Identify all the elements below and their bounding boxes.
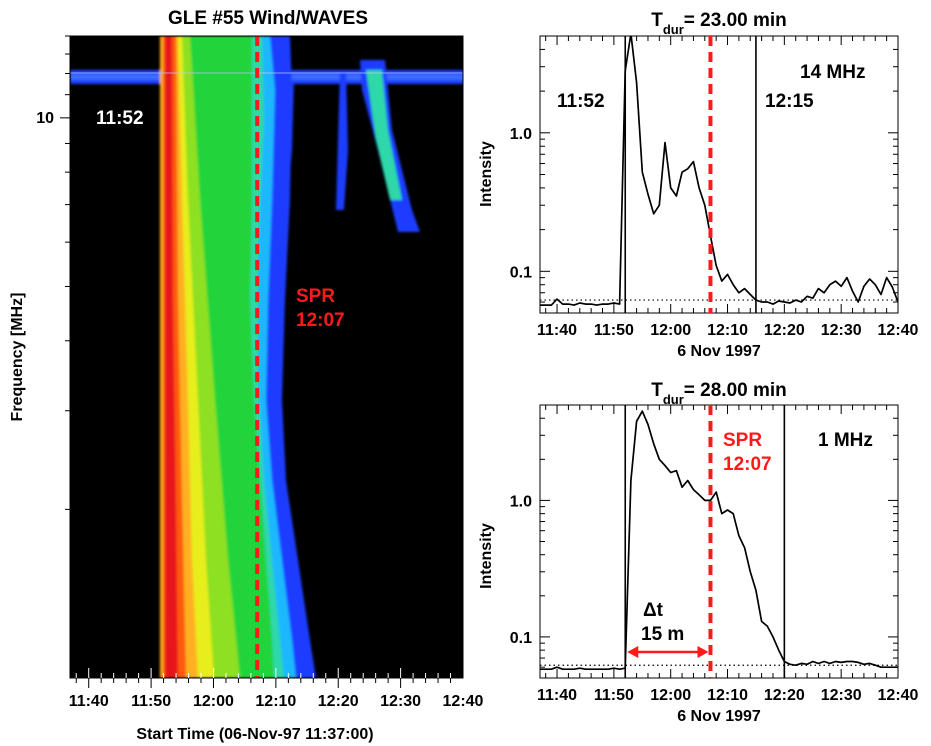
spectrogram-spr-label: SPR [296,286,335,307]
spectrogram-x-tick-label: 12:00 [193,693,234,710]
lightcurve-1mhz-x-tick-label: 12:00 [650,687,691,704]
spectrogram-x-axis-label: Start Time (06-Nov-97 11:37:00) [136,726,373,743]
lightcurve-14mhz-x-tick-label: 11:50 [594,322,634,339]
lightcurve-1mhz-x-axis-label: 6 Nov 1997 [677,708,761,725]
lightcurve-14mhz-x-tick-label: 12:40 [878,322,919,339]
lightcurve-14mhz-x-tick-label: 12:10 [707,322,748,339]
lightcurve-1mhz-y-tick-label: 0.1 [510,630,532,647]
spectrogram-x-tick-label: 11:50 [131,693,171,710]
spectrogram-x-tick-label: 12:40 [443,693,484,710]
spectrogram-x-tick-label: 12:20 [318,693,359,710]
lightcurve-14mhz-freq-label: 14 MHz [800,62,865,83]
lightcurve-1mhz-plot [540,405,898,678]
lightcurve-1mhz-spr-time-label: 12:07 [723,454,772,475]
spectrogram-start-label: 11:52 [96,108,144,129]
lightcurve-1mhz-freq-label: 1 MHz [818,430,873,451]
lightcurve-1mhz-title: Tdur= 28.00 min [651,380,787,407]
spectrogram-image [70,36,463,678]
lightcurve-14mhz-x-tick-label: 12:30 [821,322,862,339]
lightcurve-1mhz-y-tick-label: 1.0 [510,493,532,510]
lightcurve-14mhz-y-tick-label: 0.1 [510,264,532,281]
spectrogram-y-tick-label: 10 [36,110,54,127]
lightcurve-14mhz-start-label: 11:52 [557,91,605,112]
lightcurve-14mhz-x-axis-label: 6 Nov 1997 [677,343,761,360]
lightcurve-1mhz-series-line [540,410,898,671]
spectrogram-spr-time-label: 12:07 [296,310,345,331]
spectrogram-x-tick-label: 12:10 [255,693,296,710]
delta-t-arrow-left-head [627,646,639,658]
lightcurve-14mhz-y-axis-label: Intensity [478,141,495,207]
lightcurve-1mhz-y-axis-label: Intensity [478,523,495,589]
lightcurve-14mhz-panel: Tdur= 23.00 min 11:40 11:50 12:00 12:10 12:2… [478,10,919,360]
spectrogram-frame [69,35,464,679]
lightcurve-14mhz-title: Tdur= 23.00 min [651,10,787,37]
lightcurve-14mhz-x-tick-label: 12:20 [764,322,805,339]
spectrogram-x-tick-label: 11:40 [69,693,109,710]
lightcurve-1mhz-axes: 11:40 11:50 12:00 12:10 12:20 12:30 12:40 0.1 1.… [510,404,919,704]
lightcurve-14mhz-x-tick-label: 11:40 [537,322,577,339]
spectrogram-panel: GLE #55 Wind/WAVES [9,8,484,743]
lightcurve-1mhz-x-tick-label: 12:40 [878,687,919,704]
lightcurve-1mhz-x-tick-label: 12:20 [764,687,805,704]
lightcurve-14mhz-series-line [540,36,898,306]
delta-t-arrow-right-head [697,646,709,658]
lightcurve-14mhz-plot [540,36,898,313]
lightcurve-1mhz-spr-label: SPR [723,430,762,451]
lightcurve-14mhz-y-tick-label: 1.0 [510,126,532,143]
spectrogram-axes: 11:40 11:50 12:00 12:10 12:20 12:30 12:40 10 [36,35,484,710]
lightcurve-1mhz-x-tick-label: 12:30 [821,687,862,704]
spectrogram-title: GLE #55 Wind/WAVES [168,8,368,29]
lightcurve-1mhz-x-tick-label: 11:40 [537,687,577,704]
lightcurve-14mhz-end-label: 12:15 [765,91,814,112]
lightcurve-14mhz-x-tick-label: 12:00 [650,322,691,339]
lightcurve-14mhz-axes: 11:40 11:50 12:00 12:10 12:20 12:30 12:40 0.1 1.… [510,35,919,339]
spectrogram-x-tick-label: 12:30 [380,693,421,710]
lightcurve-1mhz-x-tick-label: 12:10 [707,687,748,704]
lightcurve-1mhz-panel: Tdur= 28.00 min 11:40 11:50 12:00 12:10 12:2… [478,380,919,725]
lightcurve-1mhz-x-tick-label: 11:50 [594,687,634,704]
delta-t-value-label: 15 m [641,624,684,645]
delta-t-label: Δt [643,600,664,621]
spectrogram-y-axis-label: Frequency [MHz] [9,293,26,422]
